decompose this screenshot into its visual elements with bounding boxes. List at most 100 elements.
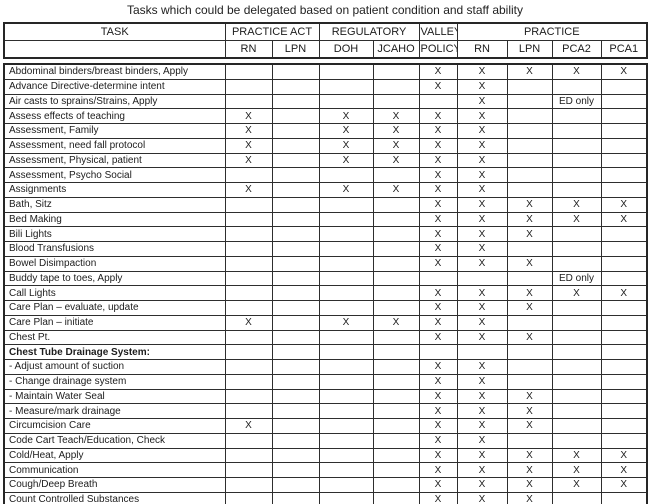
mark-cell-practice_act_rn: X: [224, 123, 273, 139]
table-row: - Measure/mark drainage X X X: [3, 403, 648, 419]
mark-cell-regulatory_doh: [318, 167, 374, 183]
mark-cell-practice_act_lpn: [271, 329, 320, 346]
mark-cell-regulatory_jcaho: [372, 329, 420, 346]
table-row: - Maintain Water Seal X X X: [3, 388, 648, 405]
column-group-regulatory: REGULATORY: [318, 22, 420, 41]
mark-cell-practice_act_lpn: [271, 462, 320, 478]
mark-cell-regulatory_doh: X: [318, 314, 374, 331]
mark-cell-practice_rn: X: [456, 226, 508, 242]
mark-cell-practice_lpn: X: [506, 477, 553, 493]
table-row: Assignments X X X X X: [3, 182, 648, 198]
mark-cell-valley_policy: X: [418, 167, 458, 183]
mark-cell-practice_pca1: [600, 418, 648, 434]
mark-cell-practice_pca1: [600, 359, 648, 375]
mark-cell-regulatory_jcaho: X: [372, 137, 420, 154]
mark-cell-practice_pca2: ED only: [551, 93, 602, 110]
mark-cell-practice_pca1: X: [600, 447, 648, 464]
mark-cell-regulatory_jcaho: [372, 63, 420, 80]
mark-cell-practice_pca2: [551, 314, 602, 331]
mark-cell-valley_policy: X: [418, 403, 458, 419]
task-cell: Air casts to sprains/Strains, Apply: [3, 93, 226, 110]
task-cell: Abdominal binders/breast binders, Apply: [3, 63, 226, 80]
mark-cell-practice_act_rn: [224, 462, 273, 478]
mark-cell-practice_pca1: [600, 314, 648, 331]
mark-cell-valley_policy: X: [418, 359, 458, 375]
mark-cell-valley_policy: [418, 344, 458, 360]
mark-cell-regulatory_jcaho: [372, 344, 420, 360]
mark-cell-regulatory_jcaho: [372, 462, 420, 478]
table-row: Circumcision Care X X X X: [3, 418, 648, 434]
mark-cell-practice_act_lpn: [271, 211, 320, 228]
header-sub-row: RN LPN DOH JCAHO POLICY RN LPN PCA2 PCA1: [3, 40, 648, 59]
mark-cell-practice_act_rn: [224, 211, 273, 228]
mark-cell-practice_lpn: [506, 182, 553, 198]
task-cell: Advance Directive-determine intent: [3, 78, 226, 95]
mark-cell-practice_pca2: [551, 241, 602, 257]
task-cell: Cold/Heat, Apply: [3, 447, 226, 464]
mark-cell-practice_lpn: X: [506, 329, 553, 346]
mark-cell-practice_rn: X: [456, 182, 508, 198]
mark-cell-valley_policy: X: [418, 241, 458, 257]
mark-cell-practice_act_rn: [224, 432, 273, 449]
mark-cell-practice_rn: X: [456, 167, 508, 183]
table-row: Assessment, Family X X X X X: [3, 123, 648, 139]
mark-cell-regulatory_jcaho: [372, 388, 420, 405]
mark-cell-practice_lpn: [506, 344, 553, 360]
mark-cell-practice_rn: X: [456, 285, 508, 301]
mark-cell-regulatory_doh: [318, 477, 374, 493]
task-cell: Care Plan – evaluate, update: [3, 300, 226, 316]
mark-cell-practice_rn: X: [456, 462, 508, 478]
mark-cell-valley_policy: X: [418, 491, 458, 504]
mark-cell-regulatory_jcaho: [372, 373, 420, 390]
column-subheader-jcaho: JCAHO: [372, 40, 420, 59]
mark-cell-practice_rn: X: [456, 359, 508, 375]
task-cell: - Adjust amount of suction: [3, 359, 226, 375]
task-cell: Bili Lights: [3, 226, 226, 242]
mark-cell-practice_pca1: X: [600, 196, 648, 213]
task-cell: Assess effects of teaching: [3, 108, 226, 124]
mark-cell-practice_pca2: [551, 329, 602, 346]
mark-cell-practice_lpn: [506, 314, 553, 331]
mark-cell-practice_pca2: [551, 123, 602, 139]
mark-cell-practice_act_rn: [224, 78, 273, 95]
mark-cell-regulatory_jcaho: [372, 418, 420, 434]
mark-cell-valley_policy: [418, 270, 458, 287]
mark-cell-practice_pca2: [551, 226, 602, 242]
task-cell: Code Cart Teach/Education, Check: [3, 432, 226, 449]
mark-cell-regulatory_jcaho: [372, 167, 420, 183]
mark-cell-valley_policy: [418, 93, 458, 110]
mark-cell-practice_act_rn: [224, 388, 273, 405]
mark-cell-practice_pca1: [600, 137, 648, 154]
table-row: - Adjust amount of suction X X: [3, 359, 648, 375]
task-cell: Assignments: [3, 182, 226, 198]
mark-cell-practice_pca2: [551, 403, 602, 419]
task-table-body: Abdominal binders/breast binders, Apply X…: [3, 63, 648, 504]
task-cell: Buddy tape to toes, Apply: [3, 270, 226, 287]
mark-cell-regulatory_doh: [318, 373, 374, 390]
mark-cell-practice_pca2: [551, 388, 602, 405]
mark-cell-regulatory_doh: [318, 255, 374, 272]
mark-cell-practice_act_lpn: [271, 359, 320, 375]
mark-cell-practice_lpn: [506, 432, 553, 449]
mark-cell-practice_rn: X: [456, 388, 508, 405]
mark-cell-practice_act_rn: [224, 403, 273, 419]
mark-cell-practice_act_lpn: [271, 226, 320, 242]
mark-cell-practice_pca2: [551, 167, 602, 183]
mark-cell-practice_lpn: X: [506, 300, 553, 316]
mark-cell-practice_lpn: [506, 152, 553, 169]
task-cell: Assessment, need fall protocol: [3, 137, 226, 154]
mark-cell-valley_policy: X: [418, 329, 458, 346]
mark-cell-practice_act_rn: [224, 241, 273, 257]
mark-cell-practice_pca1: [600, 255, 648, 272]
mark-cell-regulatory_doh: [318, 491, 374, 504]
mark-cell-practice_pca1: [600, 344, 648, 360]
column-subheader-practice-act-rn: RN: [224, 40, 273, 59]
mark-cell-practice_rn: X: [456, 108, 508, 124]
table-row: Bed Making X X X X X: [3, 211, 648, 228]
mark-cell-practice_rn: X: [456, 241, 508, 257]
mark-cell-practice_pca2: [551, 300, 602, 316]
mark-cell-practice_pca2: [551, 108, 602, 124]
mark-cell-practice_pca1: [600, 152, 648, 169]
table-row: Chest Tube Drainage System:: [3, 344, 648, 360]
